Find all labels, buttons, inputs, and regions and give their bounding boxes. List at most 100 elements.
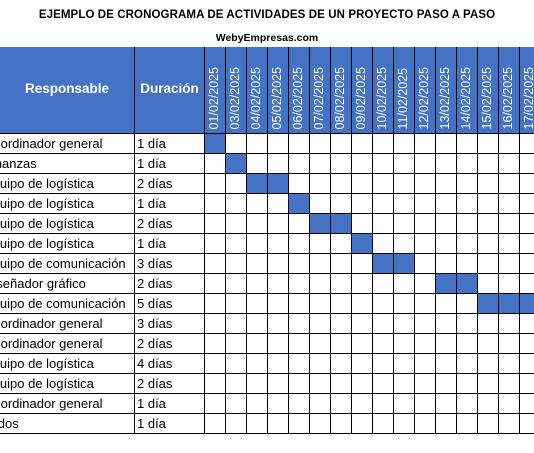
day-cell[interactable] [520, 414, 534, 434]
day-cell[interactable] [478, 154, 499, 174]
date-header[interactable]: 14/02/2025 [457, 47, 478, 134]
day-cell[interactable] [373, 134, 394, 154]
gantt-bar-cell[interactable] [268, 174, 289, 194]
day-cell[interactable] [520, 314, 534, 334]
day-cell[interactable] [352, 194, 373, 214]
day-cell[interactable] [499, 274, 520, 294]
day-cell[interactable] [415, 394, 436, 414]
day-cell[interactable] [331, 154, 352, 174]
day-cell[interactable] [478, 194, 499, 214]
gantt-bar-cell[interactable] [331, 214, 352, 234]
day-cell[interactable] [205, 234, 226, 254]
day-cell[interactable] [415, 234, 436, 254]
day-cell[interactable] [352, 374, 373, 394]
day-cell[interactable] [499, 214, 520, 234]
cell-responsable[interactable]: Equipo de logística [0, 174, 135, 194]
cell-responsable[interactable]: Equipo de logística [0, 354, 135, 374]
day-cell[interactable] [478, 334, 499, 354]
day-cell[interactable] [415, 154, 436, 174]
day-cell[interactable] [331, 374, 352, 394]
day-cell[interactable] [352, 174, 373, 194]
day-cell[interactable] [436, 254, 457, 274]
day-cell[interactable] [352, 274, 373, 294]
day-cell[interactable] [394, 274, 415, 294]
day-cell[interactable] [289, 334, 310, 354]
day-cell[interactable] [352, 214, 373, 234]
day-cell[interactable] [436, 314, 457, 334]
day-cell[interactable] [478, 214, 499, 234]
day-cell[interactable] [289, 134, 310, 154]
cell-responsable[interactable]: Coordinador general [0, 314, 135, 334]
day-cell[interactable] [499, 414, 520, 434]
day-cell[interactable] [520, 354, 534, 374]
day-cell[interactable] [352, 314, 373, 334]
day-cell[interactable] [499, 174, 520, 194]
day-cell[interactable] [373, 154, 394, 174]
day-cell[interactable] [520, 274, 534, 294]
day-cell[interactable] [499, 394, 520, 414]
day-cell[interactable] [394, 334, 415, 354]
cell-responsable[interactable]: Equipo de comunicación [0, 294, 135, 314]
day-cell[interactable] [289, 274, 310, 294]
day-cell[interactable] [247, 134, 268, 154]
day-cell[interactable] [394, 314, 415, 334]
day-cell[interactable] [226, 214, 247, 234]
day-cell[interactable] [226, 134, 247, 154]
day-cell[interactable] [373, 414, 394, 434]
day-cell[interactable] [457, 214, 478, 234]
gantt-bar-cell[interactable] [394, 254, 415, 274]
day-cell[interactable] [394, 414, 415, 434]
day-cell[interactable] [310, 334, 331, 354]
cell-duracion[interactable]: 1 día [135, 234, 205, 254]
header-duracion[interactable]: Duración [135, 47, 205, 134]
day-cell[interactable] [352, 414, 373, 434]
day-cell[interactable] [457, 394, 478, 414]
day-cell[interactable] [520, 134, 534, 154]
day-cell[interactable] [457, 374, 478, 394]
cell-responsable[interactable]: Coordinador general [0, 334, 135, 354]
day-cell[interactable] [394, 354, 415, 374]
day-cell[interactable] [457, 354, 478, 374]
day-cell[interactable] [499, 334, 520, 354]
day-cell[interactable] [457, 234, 478, 254]
date-header[interactable]: 07/02/2025 [310, 47, 331, 134]
gantt-bar-cell[interactable] [226, 154, 247, 174]
date-header[interactable]: 04/02/2025 [247, 47, 268, 134]
date-header[interactable]: 17/02/2025 [520, 47, 534, 134]
day-cell[interactable] [205, 194, 226, 214]
day-cell[interactable] [289, 254, 310, 274]
day-cell[interactable] [331, 314, 352, 334]
day-cell[interactable] [415, 254, 436, 274]
day-cell[interactable] [457, 314, 478, 334]
day-cell[interactable] [268, 154, 289, 174]
gantt-bar-cell[interactable] [478, 294, 499, 314]
day-cell[interactable] [520, 254, 534, 274]
day-cell[interactable] [247, 314, 268, 334]
day-cell[interactable] [226, 294, 247, 314]
day-cell[interactable] [373, 234, 394, 254]
day-cell[interactable] [226, 334, 247, 354]
day-cell[interactable] [289, 174, 310, 194]
header-responsable[interactable]: Responsable [0, 47, 135, 134]
cell-duracion[interactable]: 2 días [135, 174, 205, 194]
day-cell[interactable] [226, 254, 247, 274]
day-cell[interactable] [394, 234, 415, 254]
day-cell[interactable] [289, 414, 310, 434]
day-cell[interactable] [436, 134, 457, 154]
day-cell[interactable] [310, 274, 331, 294]
day-cell[interactable] [499, 154, 520, 174]
day-cell[interactable] [499, 194, 520, 214]
day-cell[interactable] [331, 394, 352, 414]
date-header[interactable]: 08/02/2025 [331, 47, 352, 134]
day-cell[interactable] [289, 294, 310, 314]
day-cell[interactable] [415, 274, 436, 294]
date-header[interactable]: 09/02/2025 [352, 47, 373, 134]
day-cell[interactable] [478, 174, 499, 194]
day-cell[interactable] [373, 174, 394, 194]
cell-responsable[interactable]: Equipo de logística [0, 234, 135, 254]
day-cell[interactable] [436, 394, 457, 414]
date-header[interactable]: 15/02/2025 [478, 47, 499, 134]
day-cell[interactable] [352, 334, 373, 354]
day-cell[interactable] [268, 214, 289, 234]
day-cell[interactable] [226, 354, 247, 374]
